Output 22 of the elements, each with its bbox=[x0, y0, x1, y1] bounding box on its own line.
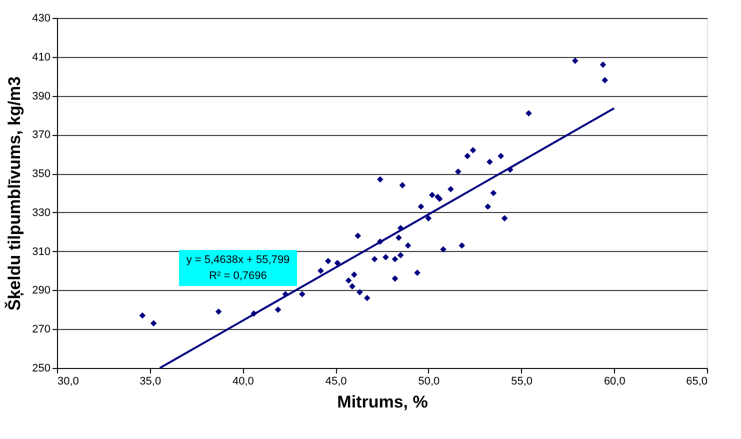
x-tick-label: 55,0 bbox=[511, 376, 532, 388]
y-tick-label: 350 bbox=[32, 168, 50, 180]
y-tick-label: 410 bbox=[32, 51, 50, 64]
x-tick-label: 30,0 bbox=[58, 376, 79, 388]
x-tick-label: 40,0 bbox=[232, 376, 254, 388]
x-tick-label: 65,0 bbox=[686, 376, 708, 388]
y-axis-title: Šķeldu tilpumblīvums, kg/m3 bbox=[4, 76, 24, 311]
x-tick-label: 50,0 bbox=[418, 376, 440, 388]
x-tick-label: 60,0 bbox=[604, 376, 626, 388]
y-tick-label: 370 bbox=[32, 129, 50, 142]
annotation: y = 5,4638x + 55,799 bbox=[186, 254, 290, 266]
x-tick-label: 45,0 bbox=[325, 376, 347, 388]
annotation: R² = 0,7696 bbox=[209, 270, 267, 282]
y-tick-label: 310 bbox=[32, 246, 50, 258]
x-tick-label: 35,0 bbox=[140, 376, 162, 388]
y-tick-label: 430 bbox=[32, 12, 50, 24]
y-tick-label: 250 bbox=[32, 362, 50, 374]
y-tick-label: 390 bbox=[32, 90, 50, 102]
y-tick-label: 330 bbox=[32, 206, 50, 219]
y-tick-label: 290 bbox=[32, 284, 50, 297]
y-tick-label: 270 bbox=[32, 324, 50, 336]
x-axis-title: Mitrums, % bbox=[337, 392, 428, 412]
